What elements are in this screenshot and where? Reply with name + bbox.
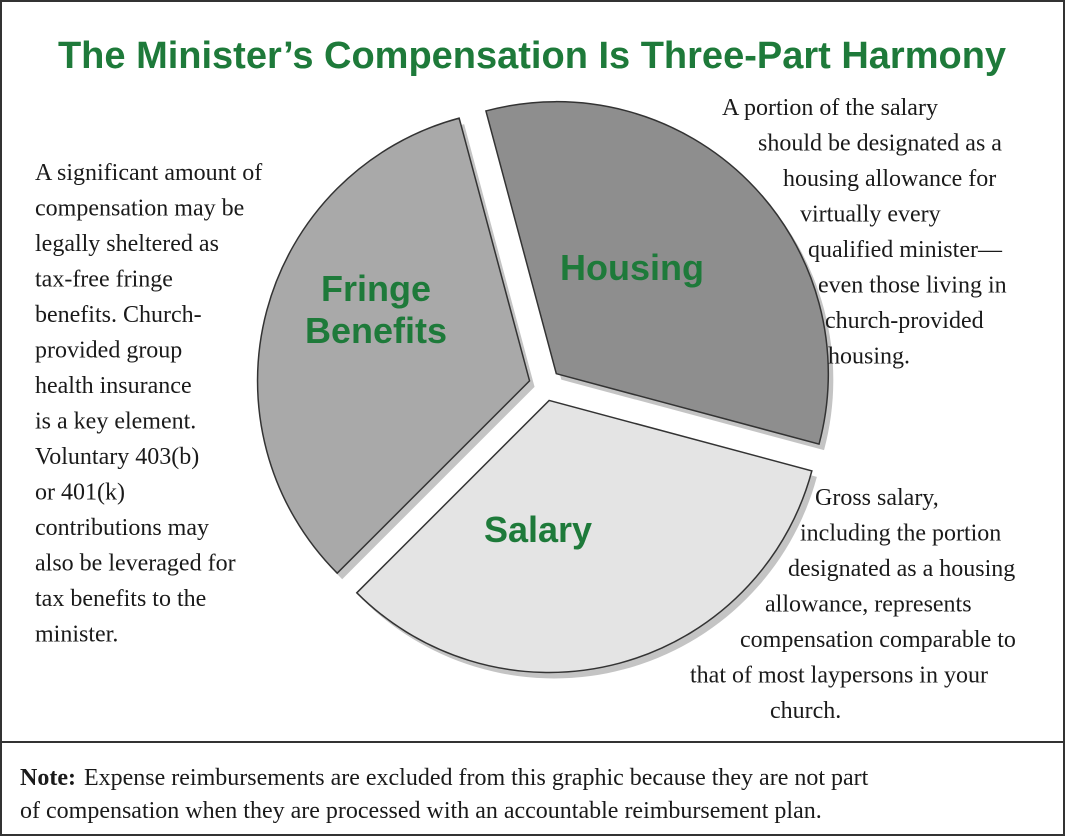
slice <box>484 100 830 446</box>
description-line: compensation may be <box>35 196 244 222</box>
description-line: benefits. Church- <box>35 302 202 328</box>
segment-label: Benefits <box>305 310 447 351</box>
description-line: that of most laypersons in your <box>690 663 988 689</box>
description-line: A significant amount of <box>35 160 262 186</box>
description-line: provided group <box>35 338 182 364</box>
description-line: or 401(k) <box>35 480 125 506</box>
description-line: is a key element. <box>35 409 196 435</box>
description-line: also be leveraged for <box>35 551 236 577</box>
note-line: of compensation when they are processed … <box>20 798 822 824</box>
title: The Minister’s Compensation Is Three-Par… <box>58 35 1006 77</box>
description-line: virtually every <box>800 202 941 228</box>
description-line: should be designated as a <box>758 131 1002 157</box>
description-line: qualified minister— <box>808 237 1003 263</box>
description-line: allowance, represents <box>765 592 972 618</box>
segment-label: Housing <box>560 247 704 288</box>
description-line: church. <box>770 698 841 724</box>
description-line: A portion of the salary <box>722 95 938 121</box>
texts: Housing A portion of the salary should be … <box>35 95 1016 724</box>
description-line: designated as a housing <box>788 556 1015 582</box>
segment-label: Salary <box>484 509 592 550</box>
description-line: tax-free fringe <box>35 267 173 293</box>
description-line: minister. <box>35 622 118 648</box>
description-line: church-provided <box>825 308 984 334</box>
description-line: compensation comparable to <box>740 627 1016 653</box>
description-line: Gross salary, <box>815 485 939 511</box>
pie <box>256 100 834 679</box>
description-line: legally sheltered as <box>35 231 219 257</box>
note-label: Note: <box>20 765 76 791</box>
note-text: Expense reimbursements are excluded from… <box>84 765 869 791</box>
slice <box>256 117 531 575</box>
note-line: Note: Expense reimbursements are excluded… <box>20 765 869 791</box>
description-line: even those living in <box>818 273 1007 299</box>
description-line: tax benefits to the <box>35 586 206 612</box>
description-line: Voluntary 403(b) <box>35 444 199 470</box>
segment-label: Fringe <box>321 268 431 309</box>
description-line: contributions may <box>35 515 209 541</box>
description-line: housing. <box>828 344 910 370</box>
description-line: housing allowance for <box>783 166 996 192</box>
description-line: including the portion <box>800 521 1001 547</box>
slice <box>355 399 813 674</box>
description-line: health insurance <box>35 373 192 399</box>
